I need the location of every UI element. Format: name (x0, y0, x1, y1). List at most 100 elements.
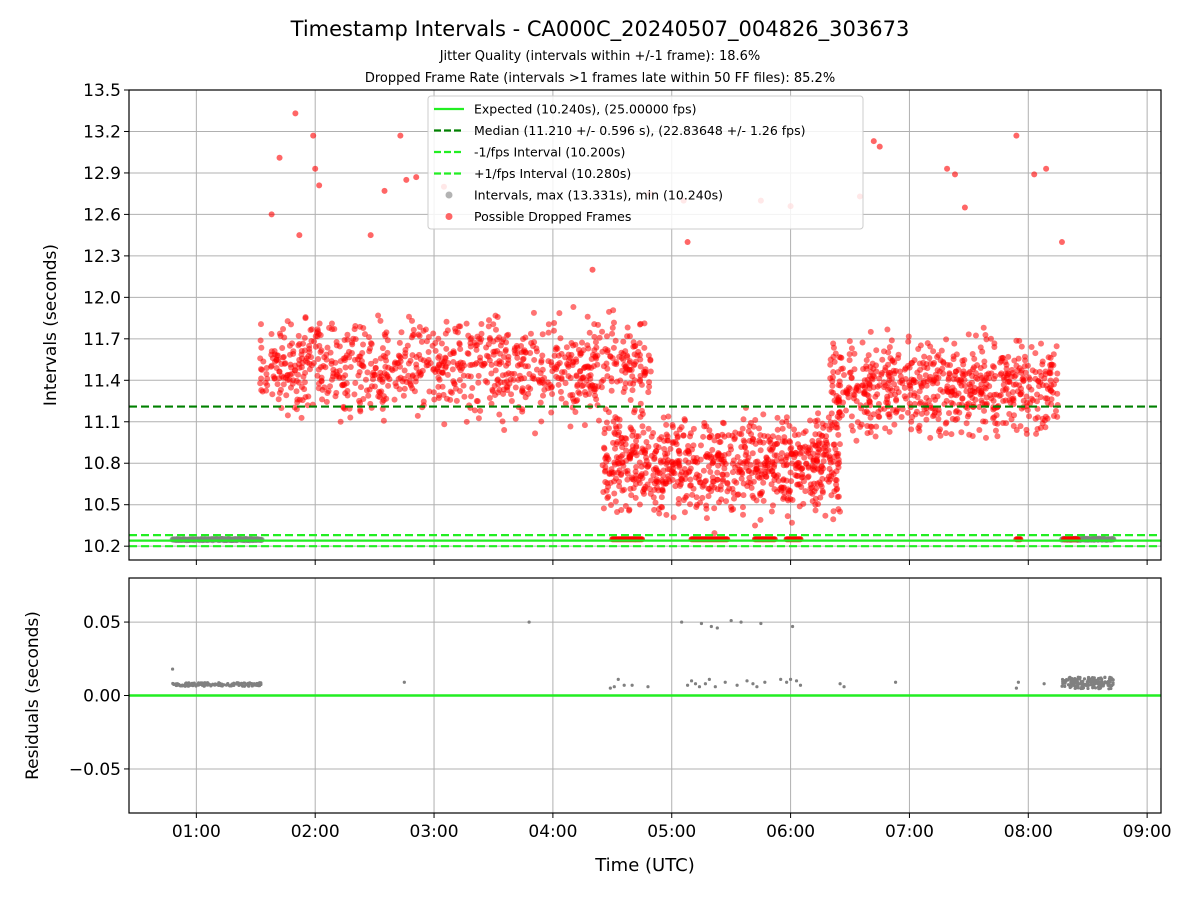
dropped-frame-point (914, 369, 921, 376)
dropped-frame-point (669, 422, 676, 429)
dropped-frame-point (943, 419, 950, 426)
residual-point (838, 682, 842, 686)
residual-point (739, 620, 743, 624)
dropped-frame-point (965, 331, 972, 338)
dropped-frame-point (994, 433, 1001, 440)
dropped-frame-point (1036, 383, 1043, 390)
dropped-frame-point (407, 357, 414, 364)
dropped-frame-point (647, 357, 654, 364)
dropped-frame-point (636, 459, 643, 466)
dropped-frame-point (438, 340, 445, 347)
dropped-frame-point (885, 386, 892, 393)
dropped-frame-point (294, 396, 301, 403)
dropped-frame-point (709, 446, 716, 453)
dropped-frame-point (812, 431, 819, 438)
dropped-frame-point (700, 433, 707, 440)
residual-point (1080, 685, 1084, 689)
dropped-frame-point (942, 430, 949, 437)
residual-point (1061, 679, 1065, 683)
dropped-frame-point (674, 434, 681, 441)
dropped-frame-point (784, 513, 791, 520)
dropped-frame-point (815, 445, 822, 452)
dropped-frame-point (805, 444, 812, 451)
dropped-frame-point (786, 422, 793, 429)
dropped-frame-point (814, 452, 821, 459)
dropped-frame-point (629, 432, 636, 439)
dropped-frame-point (864, 423, 871, 430)
dropped-frame-point (740, 437, 747, 444)
dropped-frame-point (782, 456, 789, 463)
dropped-frame-point (545, 385, 552, 392)
dropped-frame-point (493, 360, 500, 367)
legend-entry-label: Median (11.210 +/- 0.596 s), (22.83648 +… (474, 123, 805, 138)
dropped-frame-point (382, 363, 389, 370)
residual-point (206, 683, 210, 687)
dropped-frame-point (549, 368, 556, 375)
dropped-frame-point (792, 472, 799, 479)
residual-point (685, 683, 690, 687)
dropped-frame-point (781, 434, 788, 441)
dropped-frame-point (748, 431, 755, 438)
dropped-frame-point (711, 505, 718, 512)
dropped-frame-point (468, 393, 475, 400)
dropped-frame-point (886, 373, 893, 380)
residual-point (192, 683, 197, 687)
dropped-frame-point (443, 345, 450, 352)
dropped-frame-point (819, 475, 826, 482)
dropped-frame-point (392, 380, 399, 387)
dropped-frame-point (693, 504, 700, 511)
dropped-frame-point (789, 460, 796, 467)
dropped-frame-point (788, 451, 795, 458)
dropped-frame-point (1048, 401, 1055, 408)
dropped-frame-point (924, 378, 931, 385)
dropped-frame-point (651, 506, 658, 513)
dropped-frame-point (477, 407, 484, 414)
dropped-frame-point (570, 304, 577, 311)
residual-point (247, 684, 251, 688)
dropped-frame-point (366, 345, 373, 352)
dropped-frame-point (902, 365, 909, 372)
residual-point (203, 681, 207, 685)
dropped-frame-point (934, 393, 941, 400)
dropped-frame-point (675, 500, 682, 507)
dropped-frame-point (934, 367, 941, 374)
dropped-frame-point (358, 358, 365, 365)
dropped-frame-point (400, 392, 407, 399)
dropped-frame-point (863, 365, 870, 372)
residual-point (1073, 677, 1077, 681)
dropped-frame-point (287, 384, 294, 391)
dropped-frame-point (738, 431, 745, 438)
residuals-panel: −0.05 0.00 0.05 01:00 02:00 03:00 04:00 05:00 06… (23, 577, 1172, 876)
dropped-frame-point (699, 494, 706, 501)
dropped-frame-point (846, 357, 853, 364)
dropped-frame-point (827, 375, 834, 382)
dropped-frame-point (259, 388, 266, 395)
dropped-frame-point (734, 453, 741, 460)
dropped-frame-point (600, 505, 607, 512)
dropped-frame-point (746, 437, 753, 444)
dropped-frame-point (687, 430, 694, 437)
dropped-frame-point (831, 397, 838, 404)
dropped-frame-point (548, 409, 555, 416)
dropped-frame-point (584, 313, 591, 320)
dropped-frame-point (789, 497, 796, 504)
dropped-frame-point (612, 431, 619, 438)
dropped-frame-point (569, 395, 576, 402)
dropped-frame-point (628, 492, 635, 499)
dropped-frame-point (296, 340, 303, 347)
dropped-frame-point (268, 331, 275, 338)
dropped-frame-point (946, 410, 953, 417)
dropped-frame-point (793, 461, 800, 468)
dropped-frame-point (851, 350, 858, 357)
dropped-frame-point (496, 386, 503, 393)
dropped-frame-point (586, 329, 593, 336)
residual-point (242, 681, 247, 685)
dropped-frame-point (818, 468, 825, 475)
dropped-frame-point (572, 341, 579, 348)
dropped-frame-point (567, 423, 574, 430)
dropped-frame-point (813, 422, 820, 429)
dropped-frame-point (636, 378, 643, 385)
dropped-frame-point (991, 340, 998, 347)
dropped-frame-point (935, 415, 942, 422)
dropped-frame-point (281, 334, 288, 341)
